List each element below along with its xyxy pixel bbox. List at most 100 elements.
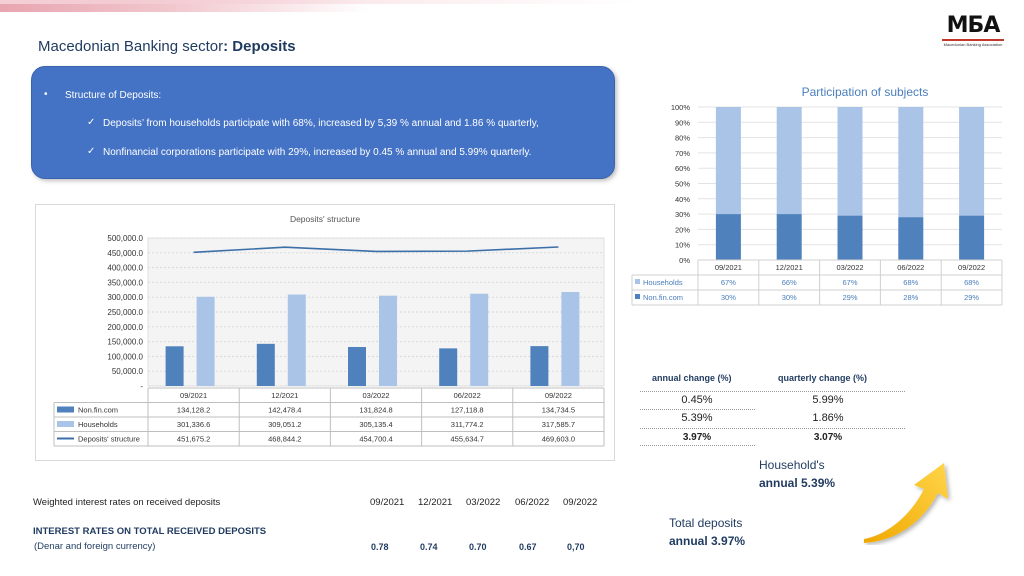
data-value-label: 134,128.2 xyxy=(177,406,210,415)
data-value-label: 142,478.4 xyxy=(268,406,301,415)
data-value-label: 67% xyxy=(842,278,857,287)
data-value-label: 131,824.8 xyxy=(359,406,392,415)
bullet-icon: • xyxy=(44,89,48,100)
legend-swatch xyxy=(635,294,640,299)
x-category-label: 06/2022 xyxy=(454,391,481,400)
bar-households xyxy=(287,294,306,386)
bar-nonfin-share xyxy=(776,214,802,260)
x-category-label: 03/2022 xyxy=(836,263,863,272)
x-category-label: 03/2022 xyxy=(362,391,389,400)
rate-period-header: 03/2022 xyxy=(466,497,501,508)
data-value-label: 301,336.6 xyxy=(177,420,210,429)
y-tick-label: 10% xyxy=(675,241,690,250)
data-value-label: 309,051.2 xyxy=(268,420,301,429)
x-category-label: 12/2021 xyxy=(776,263,803,272)
y-tick-label: 100,000.0 xyxy=(107,352,143,361)
bar-non-fin-com xyxy=(348,346,366,386)
y-tick-label: 50% xyxy=(675,180,690,189)
logo-mark: МБА xyxy=(946,13,1001,38)
bar-households xyxy=(379,295,397,386)
y-tick-label: 50,000.0 xyxy=(112,367,144,376)
logo-subtitle: Macedonian Banking Association xyxy=(943,42,1003,47)
y-tick-label: 90% xyxy=(675,118,690,127)
rate-period-header: 09/2022 xyxy=(563,497,598,508)
bar-households xyxy=(196,296,215,386)
interest-rates-row-title: INTEREST RATES ON TOTAL RECEIVED DEPOSIT… xyxy=(33,526,267,537)
bar-households-share xyxy=(837,107,863,216)
rate-value: 0.78 xyxy=(371,542,389,552)
bar-households-share xyxy=(715,107,741,215)
page-title: Macedonian Banking sector: Deposits xyxy=(38,38,296,55)
nonfinancial-participation-text: Nonfinancial corporations participate wi… xyxy=(103,147,532,158)
annual-change-header: annual change (%) xyxy=(652,373,732,383)
data-value-label: 134,734.5 xyxy=(542,406,575,415)
bar-non-fin-com xyxy=(256,343,275,386)
data-value-label: 28% xyxy=(903,293,918,302)
data-value-label: 30% xyxy=(721,293,736,302)
y-tick-label: 20% xyxy=(675,225,690,234)
y-tick-label: 350,000.0 xyxy=(107,278,143,287)
x-category-label: 06/2022 xyxy=(897,263,924,272)
bar-nonfin-share xyxy=(959,215,985,260)
checkmark-icon: ✓ xyxy=(87,117,96,128)
table-divider xyxy=(640,391,905,392)
logo-underline xyxy=(942,39,1004,41)
y-tick-label: 70% xyxy=(675,149,690,158)
y-tick-label: 300,000.0 xyxy=(107,293,143,302)
structure-label: Structure of Deposits: xyxy=(65,90,162,101)
data-value-label: 317,585.7 xyxy=(542,420,575,429)
bar-nonfin-share xyxy=(898,217,924,260)
checkmark-icon: ✓ xyxy=(87,146,96,157)
legend-label: Households xyxy=(643,278,683,287)
bar-nonfin-share xyxy=(715,214,741,260)
bar-non-fin-com xyxy=(530,346,549,386)
y-tick-label: 450,000.0 xyxy=(107,249,143,258)
rate-period-header: 06/2022 xyxy=(515,497,550,508)
bar-nonfin-share xyxy=(837,215,863,260)
data-value-label: 311,774.2 xyxy=(451,420,484,429)
x-category-label: 12/2021 xyxy=(271,391,298,400)
bar-non-fin-com xyxy=(439,348,458,386)
deposits-structure-box: • Structure of Deposits: ✓ Deposits’ fro… xyxy=(31,66,615,179)
annual-change-total: 3.97% xyxy=(682,432,712,443)
y-tick-label: 30% xyxy=(675,210,690,219)
data-value-label: 29% xyxy=(842,293,857,302)
household-highlight-label: Household's xyxy=(759,458,825,472)
y-tick-label: - xyxy=(140,382,143,391)
y-tick-label: 40% xyxy=(675,195,690,204)
page-title-prefix: Macedonian Banking sector xyxy=(38,38,224,55)
rate-value: 0.67 xyxy=(519,542,537,552)
rate-value: 0.74 xyxy=(420,542,438,552)
data-value-label: 468,844.2 xyxy=(268,435,301,444)
x-category-label: 09/2021 xyxy=(715,263,742,272)
y-tick-label: 250,000.0 xyxy=(107,308,143,317)
interest-rates-row-subtitle: (Denar and foreign currency) xyxy=(34,541,156,552)
data-value-label: 66% xyxy=(782,278,797,287)
legend-label: Non.fin.com xyxy=(78,406,118,415)
data-value-label: 127,118.8 xyxy=(451,406,484,415)
quarterly-change-header: quarterly change (%) xyxy=(778,373,868,383)
y-tick-label: 0% xyxy=(679,256,690,265)
legend-label: Deposits' structure xyxy=(78,435,140,444)
rate-period-header: 12/2021 xyxy=(418,497,453,508)
rate-period-header: 09/2021 xyxy=(370,497,405,508)
y-tick-label: 80% xyxy=(675,134,690,143)
table-divider xyxy=(640,409,755,410)
deposits-chart-title: Deposits' structure xyxy=(289,214,361,224)
legend-swatch xyxy=(57,406,74,413)
x-category-label: 09/2022 xyxy=(545,391,572,400)
deposits-total-line xyxy=(193,246,559,254)
legend-swatch xyxy=(57,421,74,427)
data-value-label: 68% xyxy=(903,278,918,287)
data-value-label: 455,634.7 xyxy=(451,435,484,444)
data-value-label: 305,135.4 xyxy=(359,420,392,429)
table-divider xyxy=(640,428,905,429)
participation-chart-title: Participation of subjects xyxy=(802,85,929,99)
data-value-label: 29% xyxy=(964,293,979,302)
legend-label: Households xyxy=(78,420,118,429)
data-value-label: 451,675.2 xyxy=(177,435,210,444)
legend-swatch xyxy=(635,279,640,284)
bar-households xyxy=(561,291,580,386)
legend-label: Non.fin.com xyxy=(643,293,683,302)
bar-households-share xyxy=(898,107,924,218)
